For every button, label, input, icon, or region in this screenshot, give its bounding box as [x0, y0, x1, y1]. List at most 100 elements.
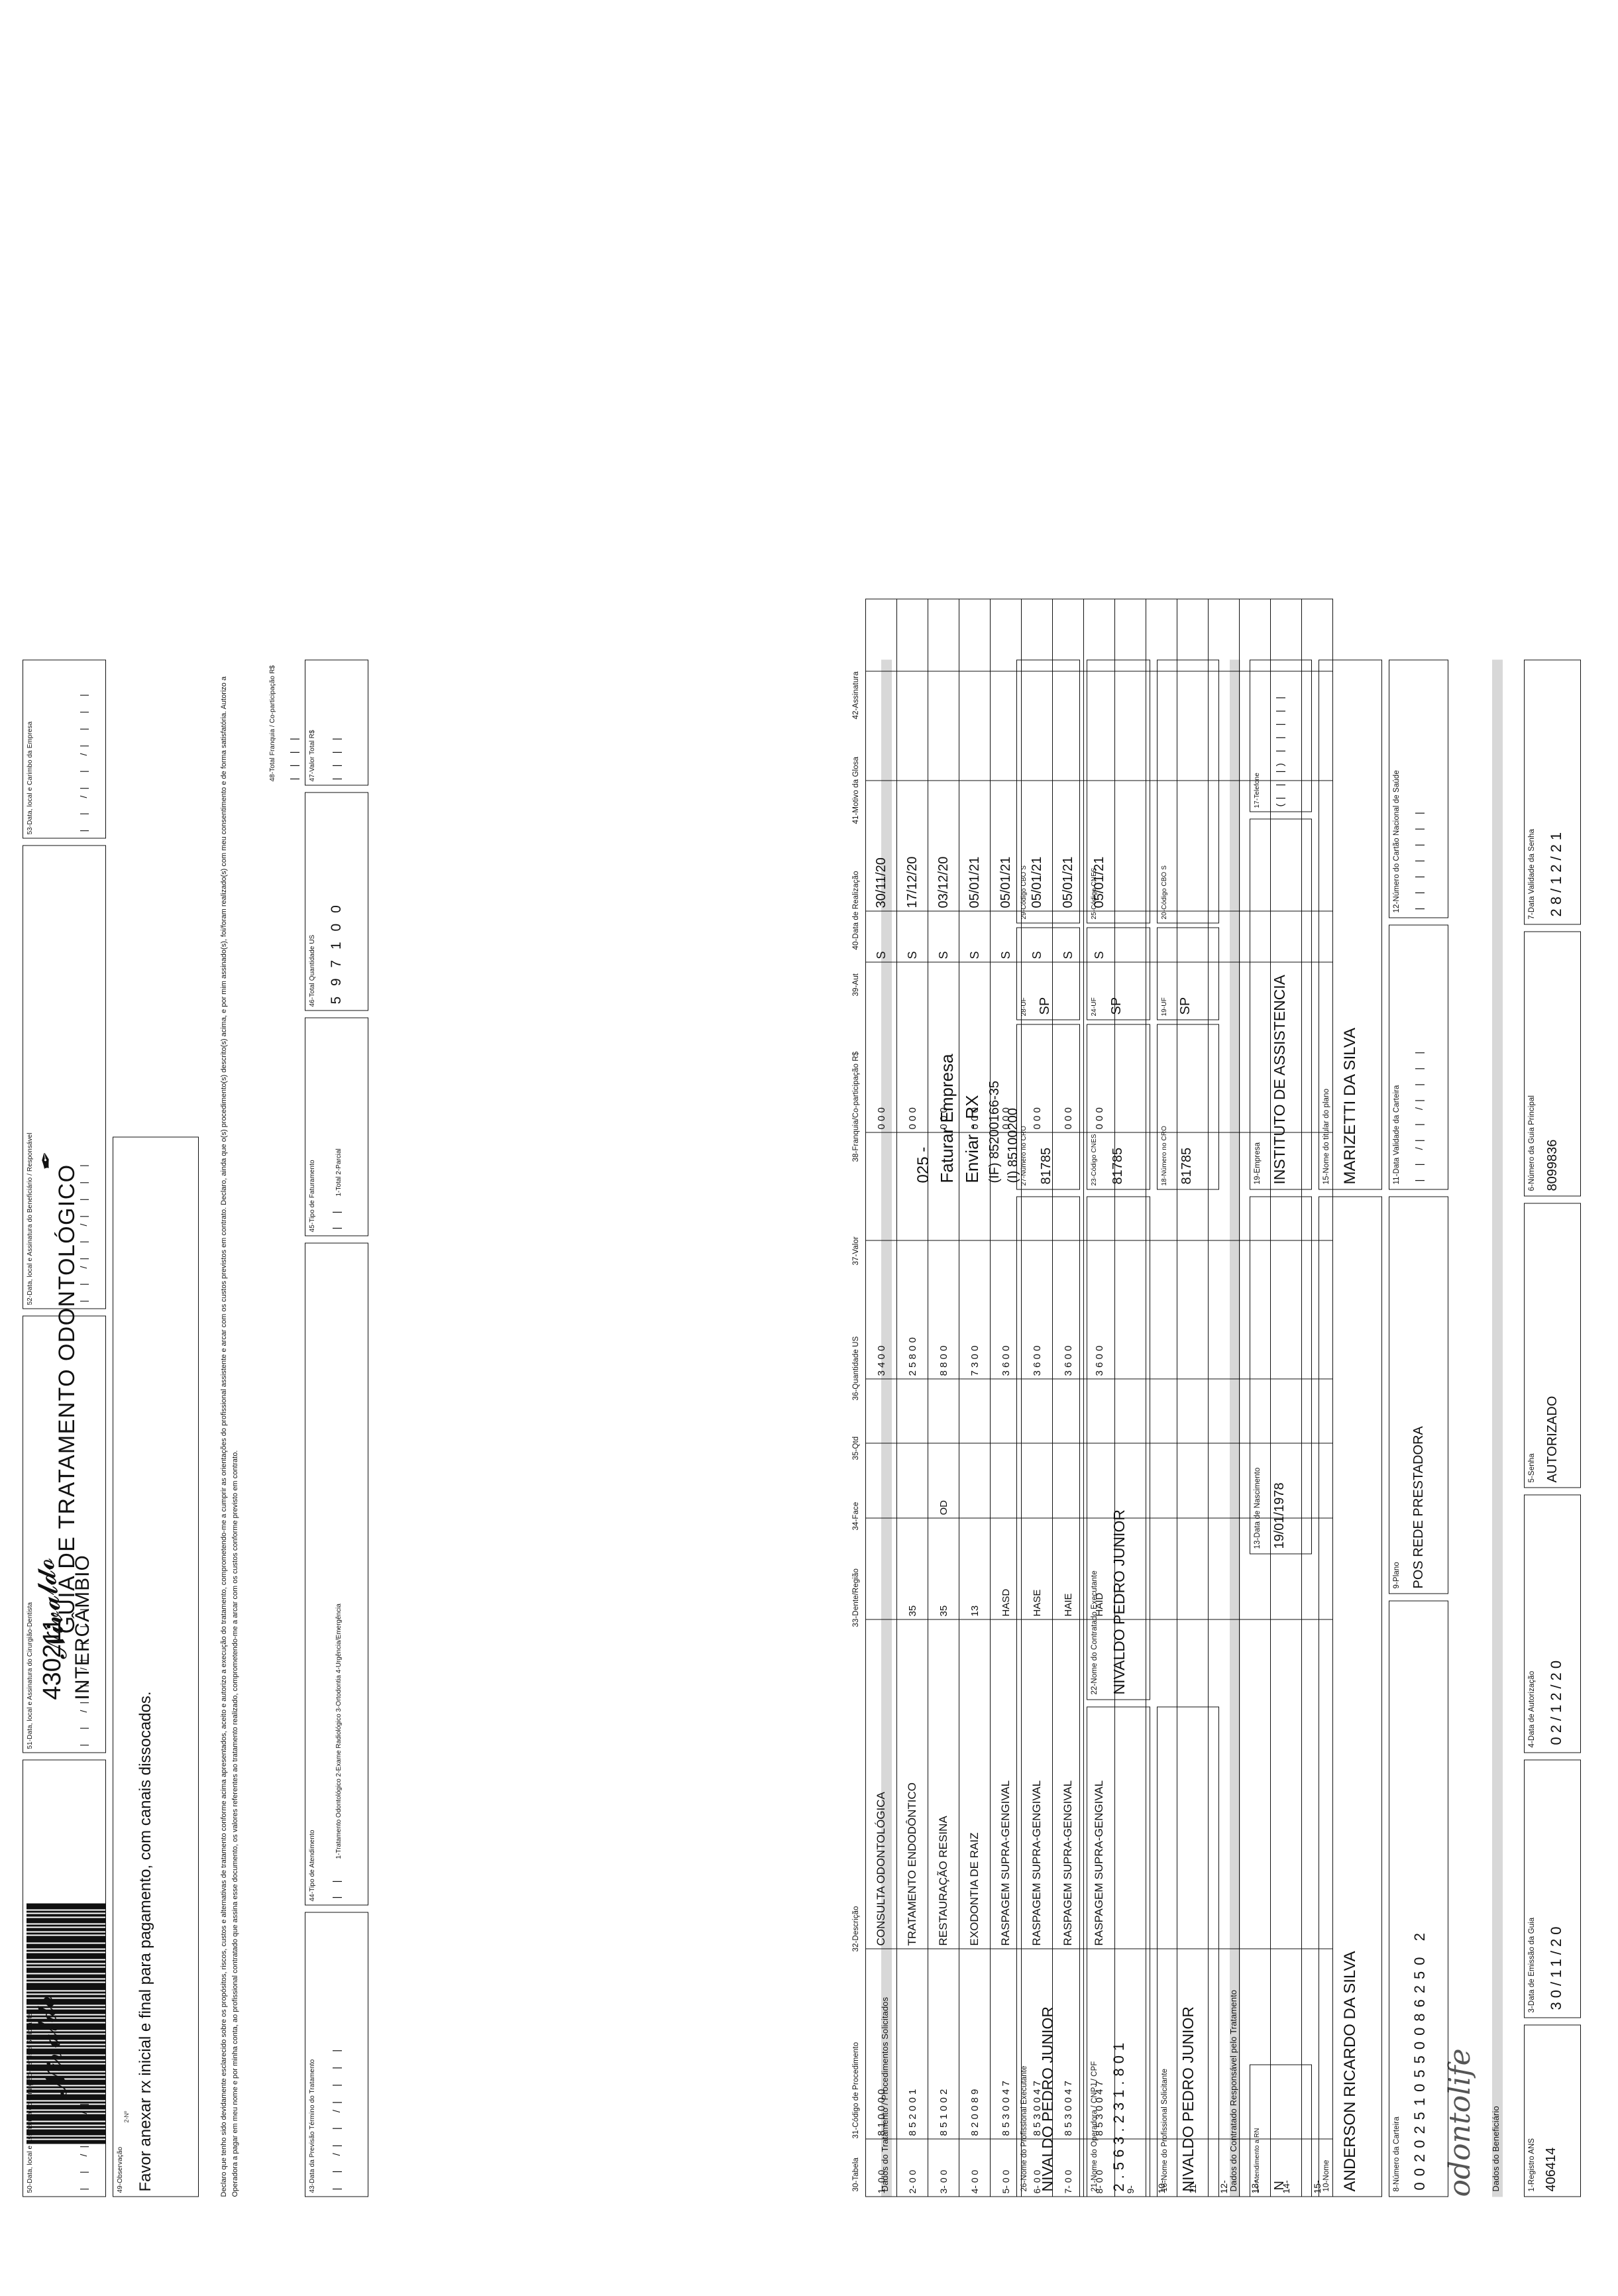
cell-dente[interactable] — [1239, 1517, 1271, 1619]
cell-qtd[interactable] — [1177, 1378, 1209, 1443]
cell-codigo[interactable]: 8 5 1 0 0 2 — [928, 1948, 959, 2139]
cell-descricao[interactable]: RASPAGEM SUPRA-GENGIVAL — [1052, 1619, 1084, 1949]
field-12-value[interactable]: | | | | | | | — [1414, 806, 1425, 910]
cell-assin[interactable] — [1114, 598, 1146, 671]
cell-dente[interactable] — [1270, 1517, 1302, 1619]
cell-face[interactable] — [1114, 1443, 1146, 1518]
cell-assin[interactable] — [1021, 598, 1053, 671]
cell-aut[interactable] — [1146, 910, 1177, 962]
field-8-value[interactable]: 00202510550086250 2 — [1411, 1926, 1428, 2190]
cell-data[interactable]: 05/01/21 — [990, 780, 1022, 911]
cell-us[interactable]: 7 3 0 0 — [959, 1240, 991, 1379]
field-4-value[interactable]: 02/12/20 — [1548, 1656, 1564, 1745]
cell-data[interactable] — [1301, 780, 1333, 911]
cell-valor[interactable] — [1270, 1132, 1302, 1240]
cell-franquia[interactable]: 0 0 0 — [896, 961, 928, 1132]
cell-descricao[interactable] — [1177, 1619, 1209, 1949]
cell-tabela[interactable]: 6- 0 0 — [1021, 2138, 1053, 2197]
field-11-value[interactable]: | | /| | /| | | | — [1414, 1046, 1425, 1181]
cell-qtd[interactable] — [959, 1378, 991, 1443]
cell-descricao[interactable]: RASPAGEM SUPRA-GENGIVAL — [990, 1619, 1022, 1949]
table-row[interactable]: 12- — [1208, 598, 1240, 2197]
cell-valor[interactable] — [1239, 1132, 1271, 1240]
cell-qtd[interactable] — [865, 1378, 897, 1443]
cell-tabela[interactable]: 11- — [1177, 2138, 1209, 2197]
cell-us[interactable]: 2 5 8 0 0 — [896, 1240, 928, 1379]
cell-franquia[interactable]: 0 0 0 — [928, 961, 959, 1132]
table-row[interactable]: 9- — [1114, 598, 1146, 2197]
cell-dente[interactable] — [865, 1517, 897, 1619]
cell-descricao[interactable]: EXODONTIA DE RAIZ — [959, 1619, 991, 1949]
cell-assin[interactable] — [990, 598, 1022, 671]
field-6-value[interactable]: 8099836 — [1545, 1139, 1560, 1191]
cell-descricao[interactable] — [1239, 1619, 1271, 1949]
cell-codigo[interactable]: 8 2 0 0 8 9 — [959, 1948, 991, 2139]
cell-aut[interactable]: S — [865, 910, 897, 962]
cell-qtd[interactable] — [1208, 1378, 1240, 1443]
cell-assin[interactable] — [865, 598, 897, 671]
cell-us[interactable] — [1177, 1240, 1209, 1379]
cell-us[interactable] — [1239, 1240, 1271, 1379]
cell-franquia[interactable] — [1239, 961, 1271, 1132]
cell-franquia[interactable] — [1177, 961, 1209, 1132]
cell-face[interactable] — [1270, 1443, 1302, 1518]
cell-glosa[interactable] — [1208, 671, 1240, 781]
cell-valor[interactable] — [1146, 1132, 1177, 1240]
cell-tabela[interactable]: 13- — [1239, 2138, 1271, 2197]
cell-valor[interactable] — [990, 1132, 1022, 1240]
cell-tabela[interactable]: 1- 0 0 — [865, 2138, 897, 2197]
cell-aut[interactable]: S — [1021, 910, 1053, 962]
field-5-value[interactable]: AUTORIZADO — [1545, 1395, 1560, 1482]
cell-franquia[interactable]: 0 0 0 — [1021, 961, 1053, 1132]
cell-valor[interactable] — [959, 1132, 991, 1240]
cell-franquia[interactable]: 0 0 0 — [1052, 961, 1084, 1132]
cell-codigo[interactable]: 8 5 3 0 0 4 7 — [1083, 1948, 1115, 2139]
cell-aut[interactable] — [1208, 910, 1240, 962]
cell-aut[interactable]: S — [990, 910, 1022, 962]
cell-franquia[interactable]: 0 0 0 — [1083, 961, 1115, 1132]
cell-data[interactable] — [1146, 780, 1177, 911]
cell-face[interactable] — [865, 1443, 897, 1518]
cell-us[interactable]: 3 4 0 0 — [865, 1240, 897, 1379]
field-51-value[interactable]: | | /| | /| | | | — [78, 1602, 89, 1746]
cell-aut[interactable] — [1114, 910, 1146, 962]
cell-us[interactable]: 3 6 0 0 — [1021, 1240, 1053, 1379]
cell-us[interactable] — [1270, 1240, 1302, 1379]
cell-aut[interactable] — [1301, 910, 1333, 962]
field-10-value[interactable]: ANDERSON RICARDO DA SILVA — [1341, 1950, 1359, 2191]
cell-qtd[interactable] — [1146, 1378, 1177, 1443]
cell-us[interactable] — [1146, 1240, 1177, 1379]
cell-valor[interactable] — [896, 1132, 928, 1240]
cell-dente[interactable] — [1301, 1517, 1333, 1619]
cell-face[interactable] — [896, 1443, 928, 1518]
cell-face[interactable] — [990, 1443, 1022, 1518]
cell-tabela[interactable]: 14- — [1270, 2138, 1302, 2197]
cell-codigo[interactable] — [1270, 1948, 1302, 2139]
cell-franquia[interactable] — [1301, 961, 1333, 1132]
field-7-value[interactable]: 28/12/21 — [1548, 828, 1564, 916]
cell-assin[interactable] — [1177, 598, 1209, 671]
field-3-value[interactable]: 30/11/20 — [1548, 1922, 1564, 2010]
cell-franquia[interactable] — [1208, 961, 1240, 1132]
cell-descricao[interactable] — [1301, 1619, 1333, 1949]
cell-descricao[interactable]: RESTAURAÇÃO RESINA — [928, 1619, 959, 1949]
cell-franquia[interactable] — [1270, 961, 1302, 1132]
cell-assin[interactable] — [1146, 598, 1177, 671]
cell-data[interactable]: 30/11/20 — [865, 780, 897, 911]
cell-tabela[interactable]: 9- — [1114, 2138, 1146, 2197]
cell-glosa[interactable] — [1052, 671, 1084, 781]
cell-us[interactable] — [1114, 1240, 1146, 1379]
cell-tabela[interactable]: 4- 0 0 — [959, 2138, 991, 2197]
cell-descricao[interactable] — [1114, 1619, 1146, 1949]
cell-face[interactable] — [1083, 1443, 1115, 1518]
cell-aut[interactable] — [1239, 910, 1271, 962]
cell-glosa[interactable] — [1239, 671, 1271, 781]
cell-qtd[interactable] — [1301, 1378, 1333, 1443]
cell-valor[interactable] — [1114, 1132, 1146, 1240]
cell-dente[interactable] — [1114, 1517, 1146, 1619]
field-1-value[interactable]: 406414 — [1544, 2147, 1558, 2191]
cell-glosa[interactable] — [1177, 671, 1209, 781]
cell-glosa[interactable] — [928, 671, 959, 781]
